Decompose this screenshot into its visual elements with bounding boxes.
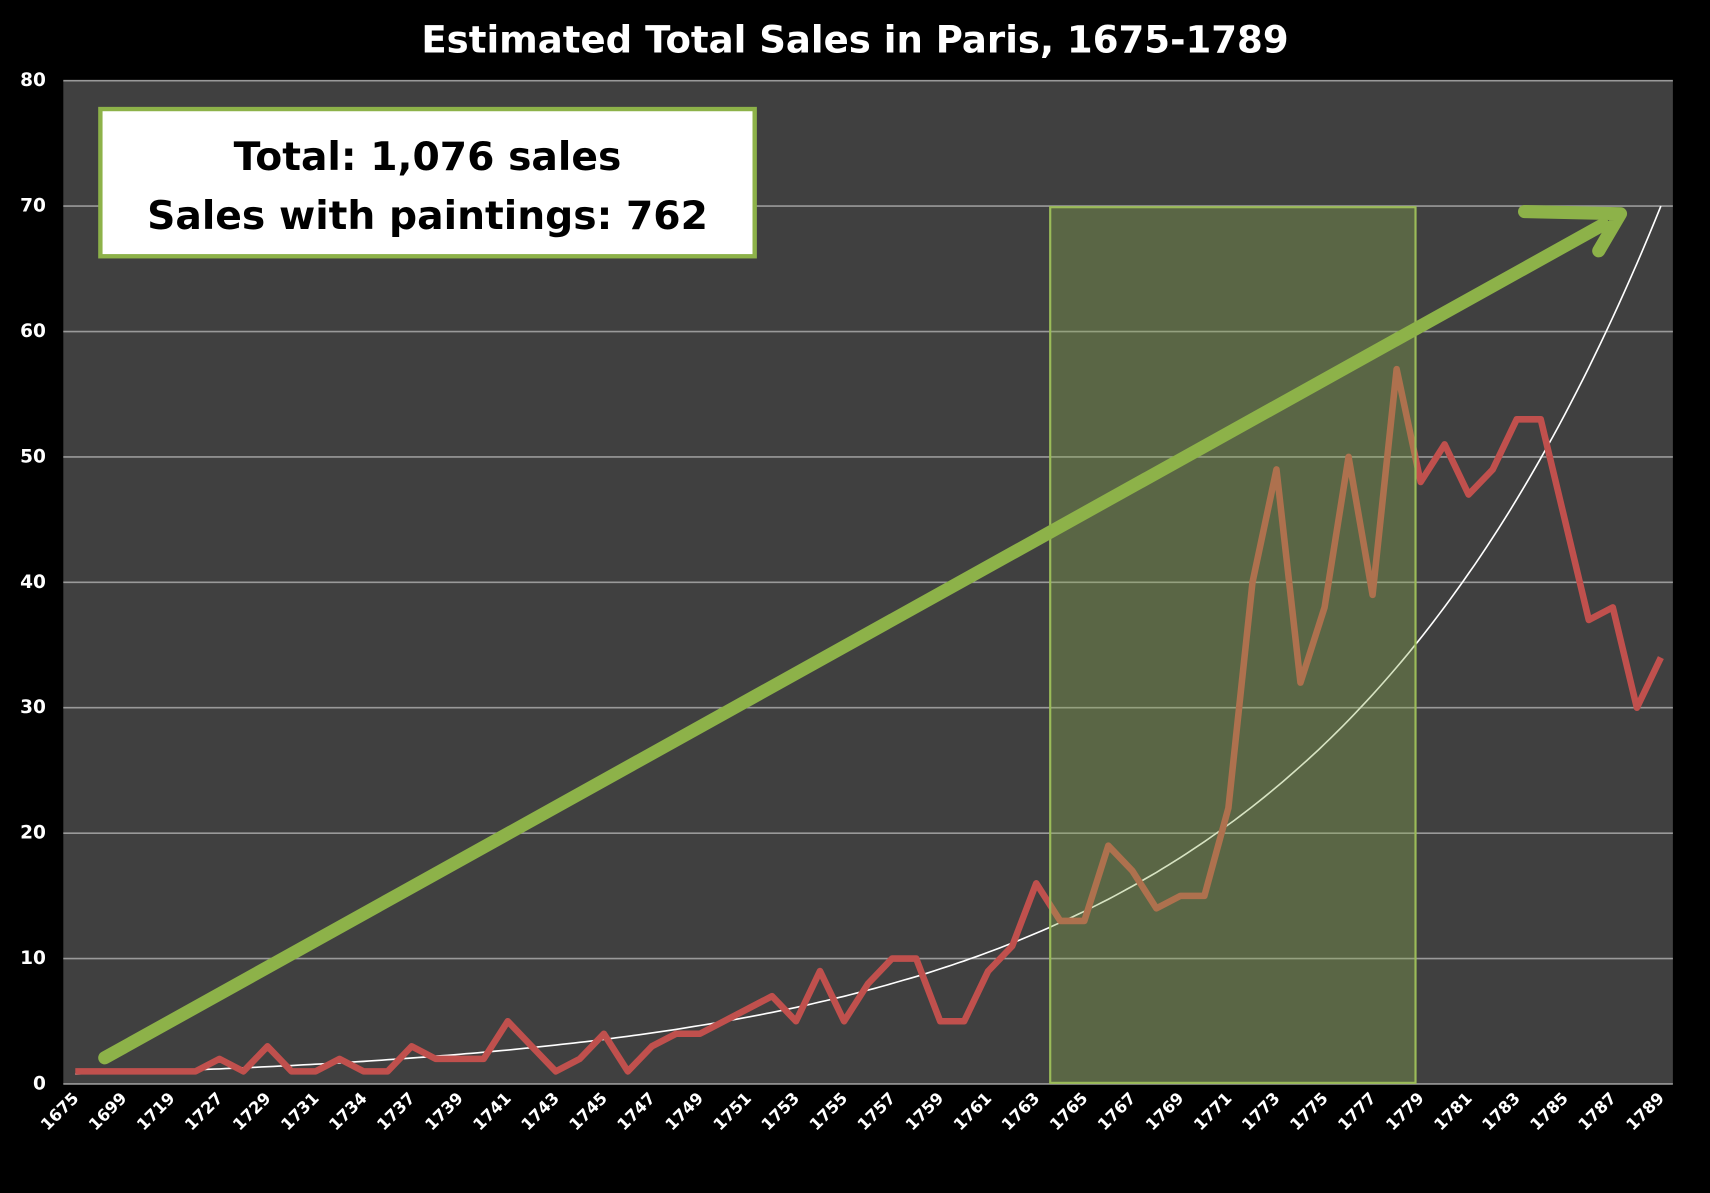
- trend-arrow: [98, 218, 1610, 1065]
- lines: [75, 205, 1664, 1075]
- highlight-region: [1049, 206, 1417, 1084]
- y-tick-label: 10: [20, 948, 46, 969]
- trendline: [75, 205, 1662, 1075]
- data-line: [75, 365, 1664, 1075]
- y-tick-label: 30: [20, 697, 46, 718]
- annotation: Sales with paintings: 762: [147, 194, 708, 239]
- y-tick-label: 60: [20, 321, 46, 342]
- y-tick-label: 80: [20, 70, 46, 91]
- y-tick-label: 50: [20, 446, 46, 467]
- annotation-box: [98, 106, 757, 259]
- y-tick-label: 70: [20, 196, 46, 217]
- y-tick-label: 20: [20, 823, 46, 844]
- chart-title: Estimated Total Sales in Paris, 1675-178…: [421, 18, 1288, 61]
- y-tick-label: 0: [33, 1073, 46, 1094]
- annotation: Total: 1,076 sales: [234, 135, 622, 180]
- y-tick-label: 40: [20, 572, 46, 593]
- arrow-head: [1518, 205, 1628, 258]
